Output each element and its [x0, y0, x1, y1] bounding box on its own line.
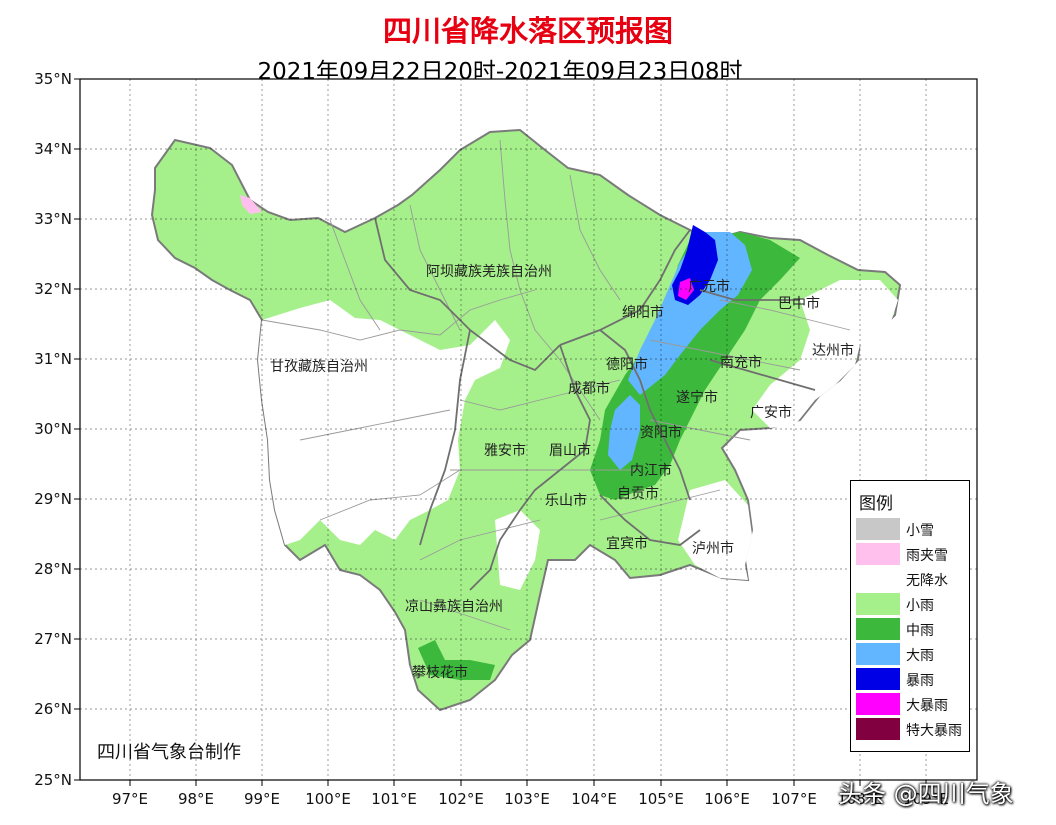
city-label-leshan: 乐山市 [545, 493, 587, 509]
legend-item-sleet: 雨夹雪 [856, 543, 966, 565]
heavy-rain-south [608, 395, 640, 470]
map-title: 四川省降水落区预报图 [382, 14, 673, 48]
city-label-dazhou: 达州市 [812, 343, 854, 359]
lon-tick-label: 97°E [111, 790, 149, 808]
moderate-rain-band [590, 232, 800, 500]
lon-tick-label: 100°E [305, 790, 351, 808]
city-label-panzhihua: 攀枝花市 [412, 665, 468, 681]
lat-tick-label: 28°N [34, 560, 72, 578]
legend-label: 小雨 [906, 598, 934, 614]
city-label-ganzi: 甘孜藏族自治州 [270, 359, 368, 375]
lon-tick-label: 108°E [837, 790, 883, 808]
lon-tick-label: 99°E [243, 790, 281, 808]
lon-tick-label: 106°E [704, 790, 750, 808]
city-label-guangan: 广安市 [750, 405, 792, 421]
lat-tick-label: 35°N [34, 70, 72, 88]
legend-item-moderate-rain: 中雨 [856, 618, 966, 640]
prefecture-borders [374, 217, 816, 591]
lat-tick-label: 27°N [34, 630, 72, 648]
city-label-suining: 遂宁市 [676, 390, 718, 406]
lon-tick-label: 102°E [438, 790, 484, 808]
lat-tick-label: 26°N [34, 700, 72, 718]
legend-swatch [856, 543, 900, 565]
legend-item-light-rain: 小雨 [856, 593, 966, 615]
heavy-rain-north [628, 232, 752, 395]
city-label-ziyang: 资阳市 [640, 425, 682, 441]
producer-credit: 四川省气象台制作 [97, 742, 241, 763]
city-label-liangshan: 凉山彝族自治州 [405, 599, 503, 615]
no-rain-west [258, 300, 510, 545]
legend-label: 特大暴雨 [906, 723, 962, 739]
lat-tick-label: 29°N [34, 490, 72, 508]
legend: 图例 小雪 雨夹雪 无降水 小雨 中雨 大雨 暴雨 大暴雨 特大暴雨 [850, 480, 970, 752]
city-label-deyang: 德阳市 [606, 357, 648, 373]
lat-tick-label: 33°N [34, 210, 72, 228]
lon-tick-label: 104°E [571, 790, 617, 808]
legend-item-snow: 小雪 [856, 518, 966, 540]
moderate-rain-south [418, 640, 495, 680]
city-label-aba: 阿坝藏族羌族自治州 [426, 264, 552, 280]
legend-swatch [856, 518, 900, 540]
no-rain-southeast [678, 480, 752, 580]
city-label-chengdu: 成都市 [568, 381, 610, 397]
lon-tick-label: 105°E [638, 790, 684, 808]
city-label-neijiang: 内江市 [630, 463, 672, 479]
legend-item-heavy-rain: 大雨 [856, 643, 966, 665]
lon-tick-label: 98°E [177, 790, 215, 808]
no-rain-northeast [752, 280, 898, 428]
lat-tick-label: 25°N [34, 771, 72, 789]
legend-item-no-rain: 无降水 [856, 568, 966, 590]
legend-label: 大雨 [906, 648, 934, 664]
legend-swatch [856, 693, 900, 715]
lon-tick-label: 109°E [903, 790, 949, 808]
lat-tick-label: 31°N [34, 350, 72, 368]
city-label-guangyuan: 广元市 [688, 279, 730, 295]
city-label-yibin: 宜宾市 [606, 536, 648, 552]
city-label-mianyang: 绵阳市 [622, 305, 664, 321]
lon-tick-label: 107°E [771, 790, 817, 808]
legend-label: 雨夹雪 [906, 548, 948, 564]
legend-item-rainstorm: 暴雨 [856, 668, 966, 690]
legend-item-heavy-rainstorm: 大暴雨 [856, 693, 966, 715]
lat-tick-label: 34°N [34, 140, 72, 158]
city-label-zigong: 自贡市 [617, 486, 659, 502]
city-label-nanchong: 南充市 [720, 355, 762, 371]
lat-tick-label: 30°N [34, 420, 72, 438]
legend-label: 小雪 [906, 523, 934, 539]
legend-swatch [856, 643, 900, 665]
legend-swatch [856, 568, 900, 590]
legend-label: 暴雨 [906, 673, 934, 689]
legend-title: 图例 [859, 494, 893, 514]
watermark: 头条 @四川气象 [838, 780, 1014, 808]
legend-item-extreme-rainstorm: 特大暴雨 [856, 718, 966, 740]
lon-tick-label: 103°E [504, 790, 550, 808]
legend-swatch [856, 668, 900, 690]
tick-marks [74, 78, 927, 786]
lat-tick-label: 32°N [34, 280, 72, 298]
legend-swatch [856, 718, 900, 740]
city-label-meishan: 眉山市 [549, 443, 591, 459]
legend-label: 大暴雨 [906, 698, 948, 714]
lon-tick-label: 101°E [371, 790, 417, 808]
legend-swatch [856, 618, 900, 640]
city-label-luzhou: 泸州市 [692, 541, 734, 557]
sleet-patch [240, 195, 262, 214]
legend-swatch [856, 593, 900, 615]
city-label-bazhong: 巴中市 [778, 296, 820, 312]
legend-label: 无降水 [906, 573, 948, 589]
grid-lines [80, 79, 977, 780]
city-label-yaan: 雅安市 [484, 443, 526, 459]
legend-label: 中雨 [906, 623, 934, 639]
